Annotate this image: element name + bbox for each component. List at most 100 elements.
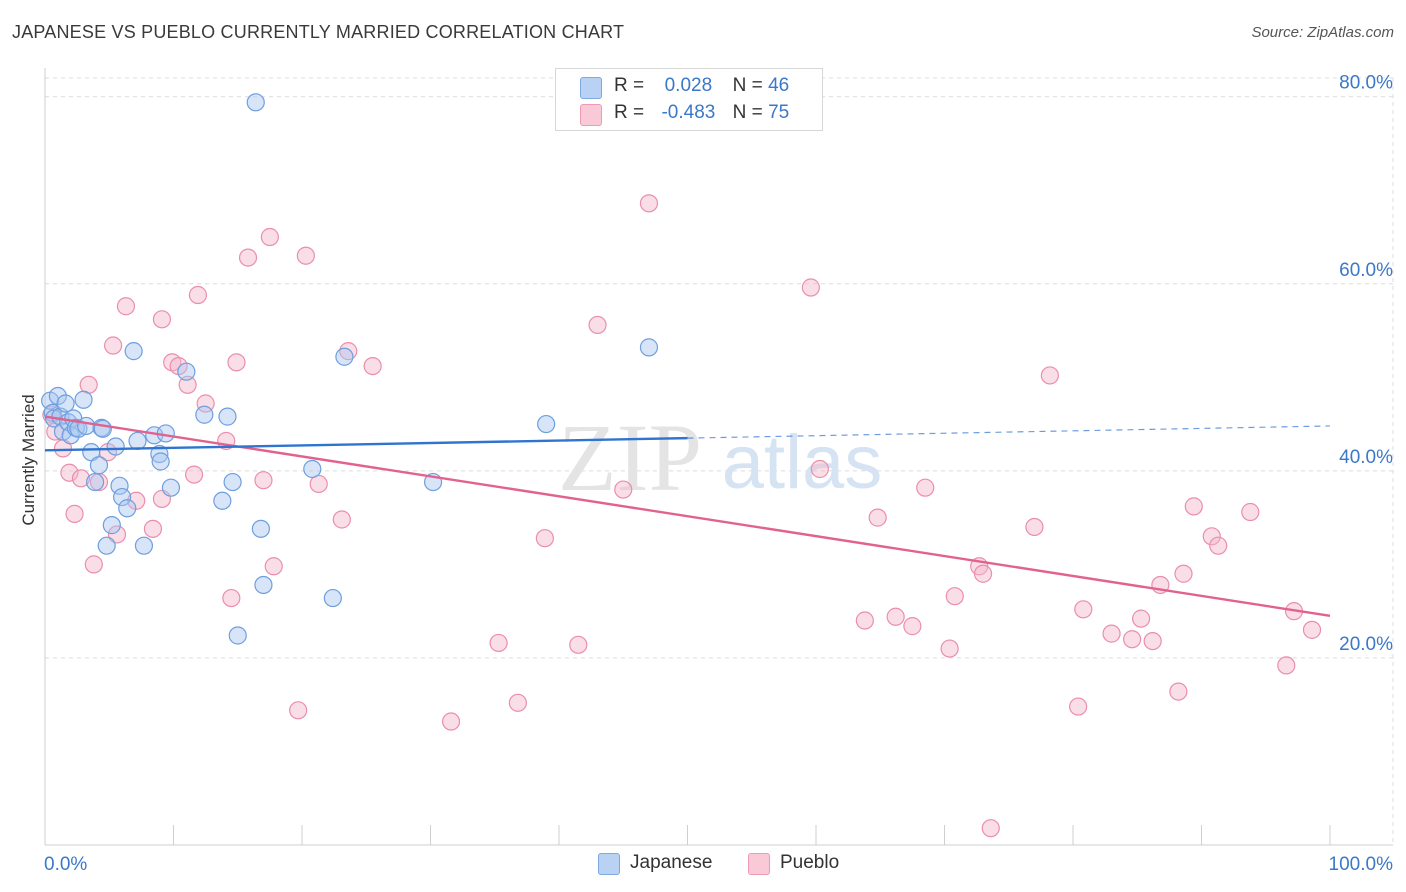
japanese-point: [218, 407, 237, 426]
pueblo-point: [222, 588, 241, 608]
correlation-legend: R = 0.028 N = 46 R = -0.483 N = 75: [555, 68, 823, 131]
japanese-point: [74, 390, 93, 409]
legend-text-pueblo: R = -0.483 N = 75: [614, 102, 789, 124]
pueblo-point: [1074, 600, 1093, 619]
bottom-legend-label-pueblo: Pueblo: [780, 852, 840, 873]
pueblo-point: [868, 508, 887, 527]
japanese-point: [323, 588, 342, 608]
y-tick-label: 20.0%: [1339, 634, 1393, 655]
pueblo-point: [178, 375, 197, 394]
pueblo-point: [1040, 366, 1059, 385]
japanese-point: [56, 394, 75, 413]
legend-r-label: R =: [614, 75, 645, 96]
japanese-point: [77, 416, 96, 436]
pueblo-point: [254, 471, 273, 490]
legend-r-value-pueblo: -0.483: [661, 102, 716, 123]
pueblo-points: [42, 194, 1322, 838]
watermark-atlas: atlas: [722, 420, 883, 505]
legend-r-label: R =: [614, 102, 645, 123]
legend-n-label: N =: [732, 102, 763, 123]
bottom-legend-swatch-japanese: [598, 853, 620, 875]
pueblo-point: [296, 246, 315, 265]
pueblo-point: [1069, 697, 1088, 716]
pueblo-point: [260, 227, 279, 247]
japanese-point: [124, 342, 143, 361]
pueblo-trend-line: [44, 415, 1331, 618]
pueblo-point: [184, 465, 204, 484]
legend-swatch-pueblo: [580, 104, 602, 126]
legend-text-japanese: R = 0.028 N = 46: [614, 75, 789, 97]
bottom-legend-label-japanese: Japanese: [630, 852, 713, 873]
pueblo-point: [1184, 497, 1203, 516]
chart-title: JAPANESE VS PUEBLO CURRENTLY MARRIED COR…: [12, 22, 625, 42]
japanese-point: [251, 519, 270, 538]
japanese-point: [228, 626, 247, 645]
pueblo-point: [639, 194, 659, 213]
pueblo-point: [238, 248, 258, 267]
axes: [44, 68, 1393, 846]
pueblo-point: [569, 635, 588, 654]
japanese-point: [93, 419, 112, 438]
japanese-point: [86, 472, 105, 492]
pueblo-point: [1202, 527, 1221, 546]
legend-r-value-japanese: 0.028: [664, 75, 713, 96]
japanese-point: [89, 456, 109, 475]
legend-n-value-japanese: 46: [768, 75, 790, 96]
pueblo-point: [588, 315, 607, 335]
pueblo-point: [363, 356, 382, 376]
pueblo-point: [1102, 624, 1121, 643]
legend-swatch-japanese: [580, 77, 602, 99]
japanese-point: [110, 476, 129, 495]
pueblo-point: [981, 819, 1000, 838]
pueblo-point: [945, 587, 964, 606]
legend-n-value-pueblo: 75: [768, 102, 790, 123]
trend-lines: [44, 415, 1331, 618]
y-tick-label: 40.0%: [1339, 447, 1393, 468]
japanese-trend-extension: [687, 425, 1331, 439]
japanese-point: [112, 487, 132, 507]
pueblo-point: [1241, 502, 1260, 522]
watermark: ZIP atlas: [558, 404, 882, 511]
source-label: Source: ZipAtlas.com: [1251, 24, 1394, 41]
pueblo-point: [289, 701, 308, 720]
legend-n-label: N =: [732, 75, 763, 96]
pueblo-point: [1169, 682, 1188, 701]
japanese-point: [195, 405, 214, 424]
pueblo-point: [855, 611, 874, 630]
japanese-point: [254, 575, 273, 595]
pueblo-point: [188, 285, 208, 305]
japanese-trend-line: [44, 436, 688, 452]
pueblo-point: [614, 480, 633, 499]
pueblo-point: [71, 469, 91, 488]
gridlines: [45, 77, 1394, 845]
pueblo-point: [1209, 536, 1228, 555]
pueblo-point: [1277, 656, 1296, 675]
x-tick-label: 0.0%: [44, 854, 87, 875]
pueblo-point: [903, 617, 922, 636]
pueblo-point: [60, 463, 79, 482]
y-tick-label: 80.0%: [1339, 73, 1393, 94]
pueblo-point: [152, 310, 172, 329]
bottom-legend-swatch-pueblo: [748, 853, 770, 875]
pueblo-point: [1174, 564, 1193, 583]
japanese-point: [246, 93, 265, 112]
japanese-point: [177, 362, 196, 381]
pueblo-point: [116, 297, 136, 316]
pueblo-point: [1025, 517, 1044, 537]
pueblo-point: [65, 504, 84, 523]
pueblo-point: [309, 474, 328, 494]
japanese-points: [41, 93, 659, 645]
japanese-point: [151, 452, 170, 471]
japanese-point: [213, 491, 232, 510]
pueblo-point: [227, 353, 246, 372]
pueblo-point: [332, 510, 351, 529]
pueblo-point: [264, 557, 283, 576]
pueblo-point: [508, 693, 527, 712]
pueblo-point: [1123, 630, 1142, 649]
japanese-point: [102, 516, 121, 535]
tick-labels: 20.0% 40.0% 60.0% 80.0% 0.0% 100.0%: [44, 73, 1393, 875]
pueblo-point: [104, 336, 123, 355]
japanese-point: [106, 437, 125, 456]
japanese-point: [335, 347, 354, 366]
